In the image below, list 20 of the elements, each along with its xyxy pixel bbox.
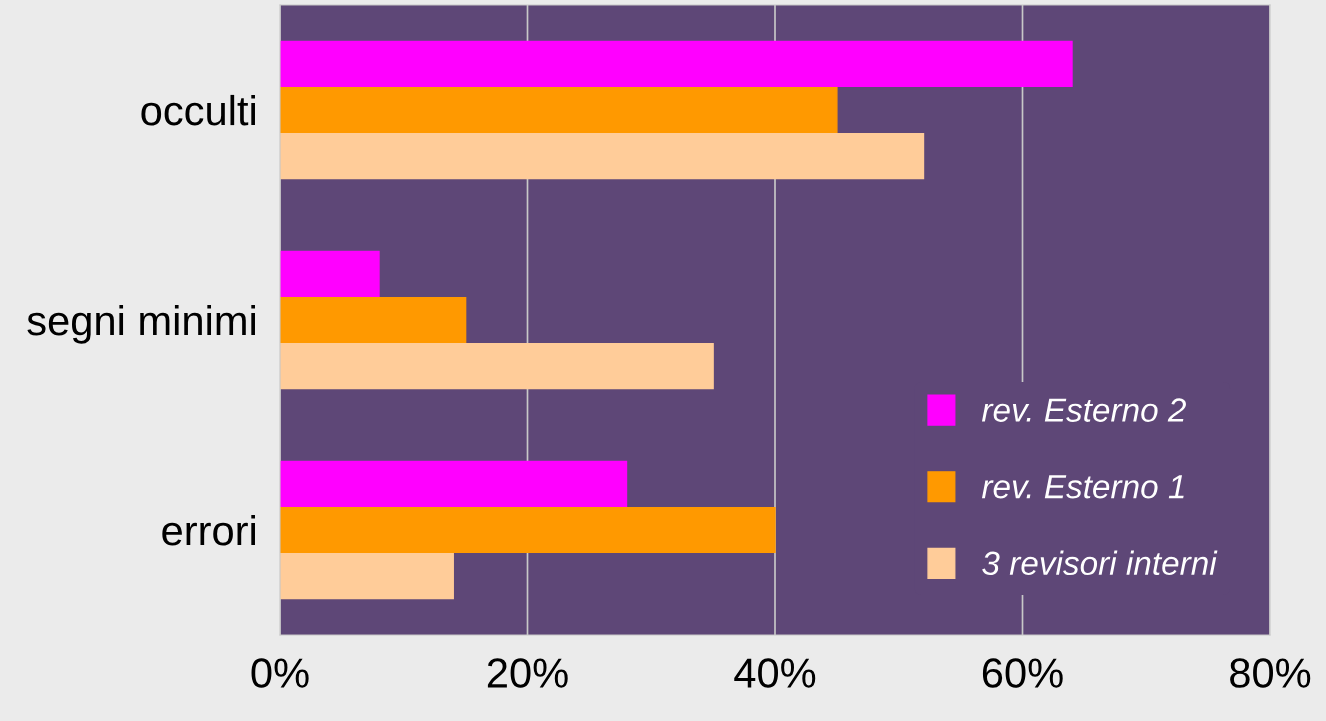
y-tick-label: errori bbox=[162, 514, 255, 546]
bar bbox=[280, 343, 714, 390]
bar bbox=[280, 460, 628, 507]
x-tick-label: 0% bbox=[251, 658, 309, 688]
bar bbox=[280, 250, 380, 297]
bar bbox=[280, 296, 467, 344]
x-tick-label: 20% bbox=[487, 658, 568, 688]
y-tick-label: segni minimi bbox=[27, 304, 255, 344]
x-tick-label: 40% bbox=[734, 658, 816, 688]
bar bbox=[280, 86, 838, 134]
x-tick-label: 80% bbox=[1230, 658, 1311, 688]
x-tick-label: 60% bbox=[982, 658, 1063, 688]
legend-label: 3 revisori interni bbox=[982, 550, 1218, 576]
bar bbox=[280, 40, 1073, 87]
y-tick-label: occulti bbox=[141, 94, 255, 126]
bar bbox=[280, 133, 925, 180]
legend-label: rev. Esterno 2 bbox=[981, 398, 1186, 422]
legend-label: rev. Esterno 1 bbox=[981, 475, 1184, 499]
bar bbox=[280, 553, 454, 600]
bar bbox=[280, 506, 776, 554]
